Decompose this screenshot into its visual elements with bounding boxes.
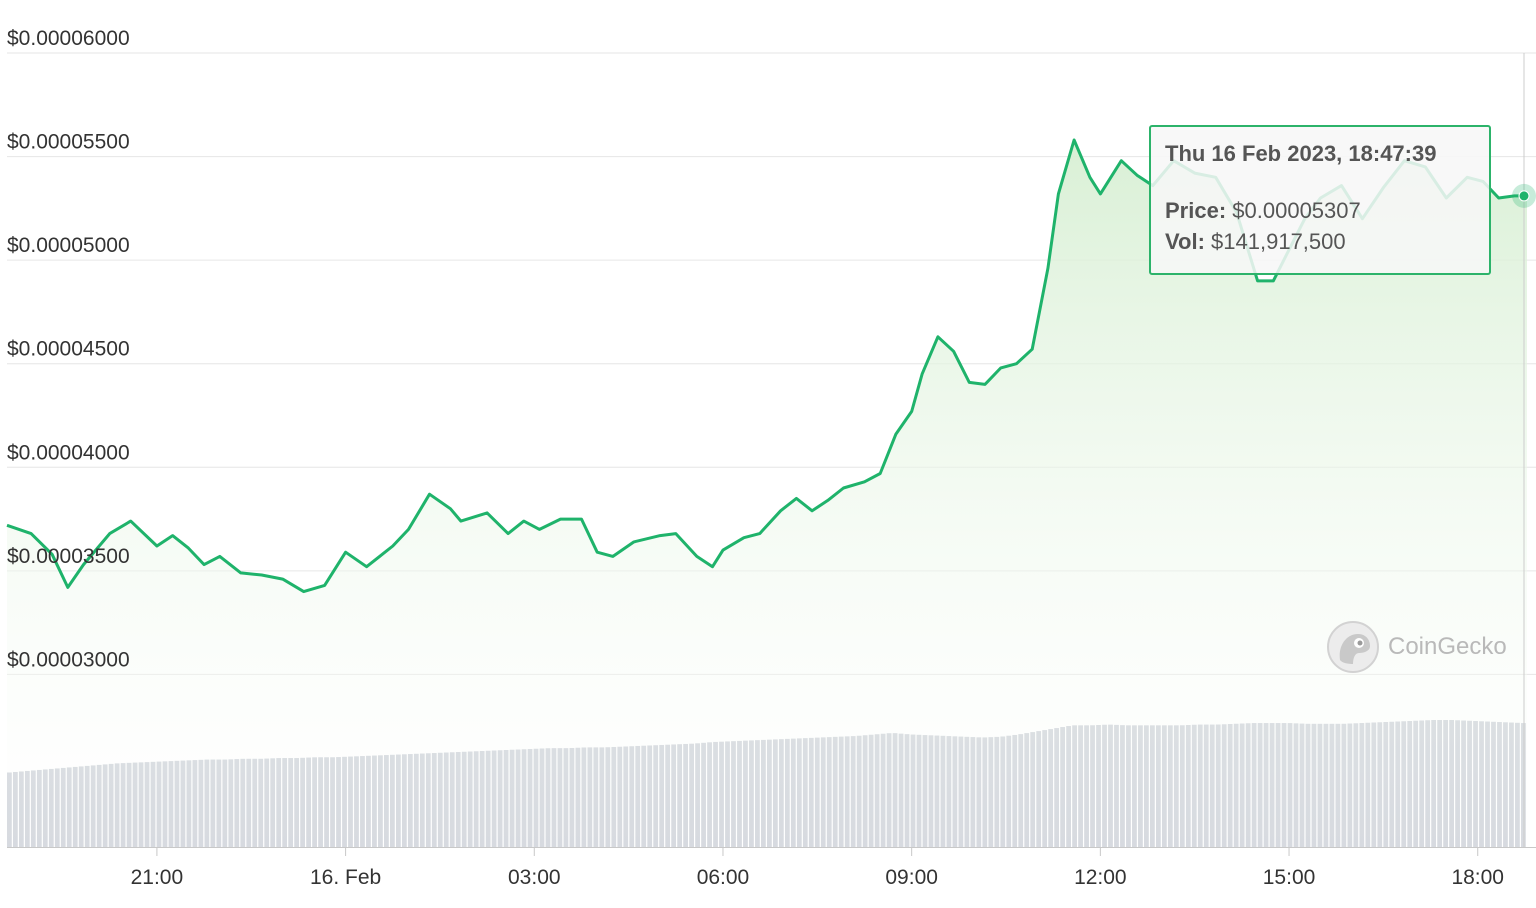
x-tick-label: 03:00 [508,866,561,889]
tooltip-volume-label: Vol: [1165,229,1205,254]
tooltip-price-value: $0.00005307 [1232,198,1361,223]
tooltip-volume-value: $141,917,500 [1211,229,1346,254]
watermark-text: CoinGecko [1388,633,1507,660]
tooltip-datetime: Thu 16 Feb 2023, 18:47:39 [1165,141,1437,166]
x-tick-label: 12:00 [1074,866,1127,889]
gridlines [7,52,1536,675]
y-tick-label: $0.00004000 [7,441,130,464]
x-tick-label: 16. Feb [310,866,381,889]
y-tick-label: $0.00006000 [7,27,130,50]
y-axis-labels: $0.00003000 $0.00003500 $0.00004000 $0.0000… [7,27,130,671]
x-tick-label: 06:00 [697,866,750,889]
y-tick-label: $0.00004500 [7,338,130,361]
hover-marker-group [1512,53,1536,847]
price-tooltip: Thu 16 Feb 2023, 18:47:39 Price: $0.0000… [1149,125,1491,275]
x-tick-label: 21:00 [131,866,184,889]
tooltip-price-row: Price: $0.00005307 [1165,195,1475,226]
gecko-logo-icon [1327,621,1379,673]
y-tick-label: $0.00005500 [7,131,130,154]
tooltip-price-label: Price: [1165,198,1227,223]
y-tick-label: $0.00003500 [7,545,130,568]
x-tick-label: 18:00 [1451,866,1504,889]
price-area [7,140,1527,847]
x-tick-label: 09:00 [885,866,938,889]
x-tick-label: 15:00 [1263,866,1316,889]
price-line-group [6,138,1527,594]
tooltip-volume-row: Vol: $141,917,500 [1165,226,1475,257]
y-tick-label: $0.00005000 [7,234,130,257]
hover-point [1518,190,1530,202]
x-axis-labels: 21:00 16. Feb 03:00 06:00 09:00 12:00 15:00 18:… [7,847,1536,889]
y-tick-label: $0.00003000 [7,648,130,671]
price-line [6,138,1527,594]
coingecko-watermark: CoinGecko [1326,620,1507,674]
price-area-fill [7,140,1527,847]
